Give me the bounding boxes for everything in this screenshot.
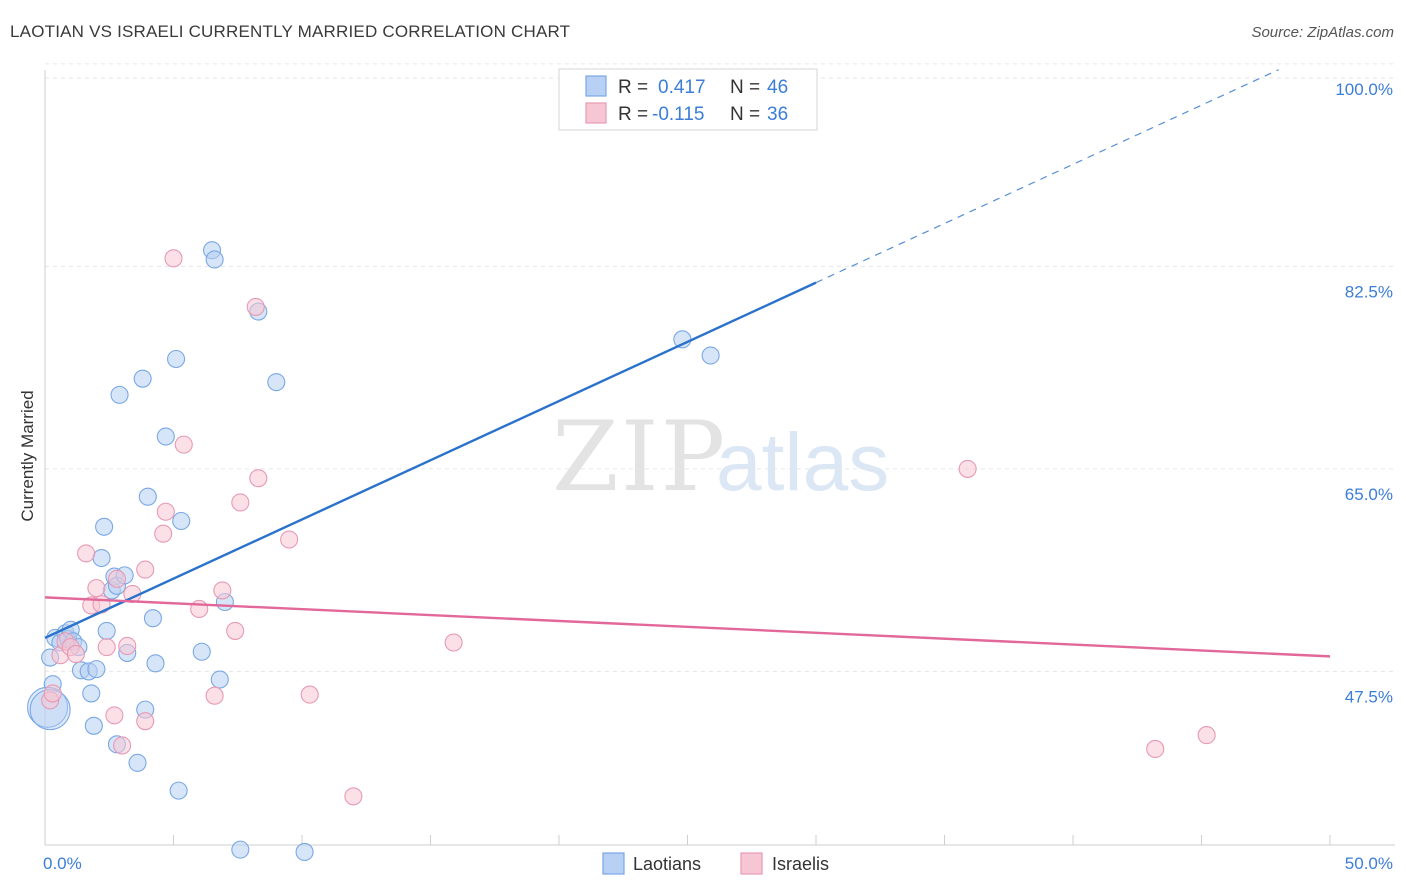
- point-laotians: [128, 753, 147, 772]
- y-axis-title: Currently Married: [18, 390, 37, 521]
- point-israelis: [231, 493, 250, 512]
- y-tick-label: 82.5%: [1345, 282, 1393, 301]
- y-axis-tick-labels: 47.5% 65.0% 82.5% 100.0%: [1335, 80, 1393, 707]
- point-israelis: [174, 435, 193, 454]
- point-israelis: [113, 736, 132, 755]
- stats-r-value-laotians: 0.417: [658, 77, 706, 98]
- point-laotians: [156, 427, 175, 446]
- y-tick-label: 47.5%: [1345, 687, 1393, 706]
- point-israelis: [1146, 739, 1165, 759]
- stats-n-label-israelis: N =: [730, 104, 760, 125]
- point-israelis: [105, 706, 124, 725]
- y-tick-label: 100.0%: [1335, 80, 1393, 99]
- point-laotians: [110, 385, 129, 404]
- stats-n-label-laotians: N =: [730, 77, 760, 98]
- point-israelis: [300, 685, 319, 704]
- trend-line-israelis: [44, 596, 1331, 658]
- trend-line-laotians-extrapolated: [815, 69, 1279, 284]
- point-israelis: [344, 787, 363, 806]
- trend-line-laotians: [44, 281, 817, 639]
- point-laotians: [267, 373, 286, 392]
- point-laotians: [172, 511, 191, 531]
- point-israelis: [958, 459, 977, 478]
- trend-lines: [44, 69, 1331, 658]
- point-israelis: [249, 469, 268, 488]
- point-israelis: [154, 524, 173, 543]
- point-israelis: [43, 684, 62, 703]
- point-israelis: [97, 638, 116, 657]
- stats-r-label-israelis: R =: [618, 104, 648, 125]
- stats-r-label-laotians: R =: [618, 77, 648, 98]
- gridlines: [45, 63, 1395, 672]
- point-israelis: [1197, 726, 1216, 745]
- point-israelis: [246, 297, 265, 316]
- watermark-zip: ZIP: [552, 401, 727, 513]
- point-laotians: [146, 654, 165, 673]
- point-laotians: [169, 781, 188, 800]
- stats-n-value-laotians: 46: [767, 77, 788, 98]
- point-laotians: [192, 642, 211, 661]
- point-israelis: [280, 530, 299, 549]
- point-israelis: [136, 560, 155, 579]
- point-laotians: [133, 369, 152, 388]
- chart-title: LAOTIAN VS ISRAELI CURRENTLY MARRIED COR…: [10, 22, 571, 41]
- data-points: [27, 241, 1216, 861]
- stats-swatch-laotians: [585, 75, 607, 97]
- point-laotians: [701, 346, 720, 365]
- x-axis-ticks: [44, 835, 1331, 845]
- point-israelis: [87, 579, 106, 598]
- x-tick-label-max: 50.0%: [1345, 854, 1393, 873]
- point-israelis: [118, 636, 137, 656]
- point-israelis: [107, 569, 127, 588]
- legend-label-israelis: Israelis: [772, 854, 829, 874]
- watermark: ZIP atlas: [552, 401, 889, 513]
- point-israelis: [66, 645, 85, 664]
- point-laotians: [92, 548, 111, 568]
- point-israelis: [77, 544, 96, 563]
- point-laotians: [87, 660, 106, 679]
- point-israelis: [156, 502, 175, 521]
- y-tick-label: 65.0%: [1345, 485, 1393, 504]
- point-laotians: [143, 609, 162, 628]
- legend-label-laotians: Laotians: [633, 854, 701, 874]
- legend-swatch-laotians: [602, 852, 625, 875]
- point-laotians: [167, 349, 186, 369]
- watermark-atlas: atlas: [716, 417, 889, 508]
- point-laotians: [138, 487, 157, 506]
- stats-n-value-israelis: 36: [767, 104, 788, 125]
- point-laotians: [84, 716, 103, 735]
- point-israelis: [205, 686, 224, 705]
- point-laotians: [97, 621, 116, 640]
- point-israelis: [213, 581, 232, 600]
- stats-r-value-israelis: -0.115: [652, 104, 704, 125]
- point-laotians: [82, 684, 101, 703]
- point-israelis: [226, 621, 245, 640]
- point-laotians: [231, 840, 250, 859]
- source-credit: Source: ZipAtlas.com: [1251, 24, 1394, 41]
- legend-swatch-israelis: [740, 852, 763, 875]
- legend: Laotians Israelis: [602, 852, 829, 875]
- stats-swatch-israelis: [585, 102, 607, 124]
- point-israelis: [164, 249, 183, 268]
- point-laotians: [205, 250, 224, 269]
- point-laotians: [210, 670, 229, 689]
- stats-box: R = 0.417 N = 46 R = -0.115 N = 36: [558, 68, 818, 131]
- point-israelis: [136, 712, 155, 731]
- point-israelis: [444, 633, 463, 652]
- point-laotians: [295, 842, 314, 861]
- point-laotians: [95, 517, 114, 536]
- x-tick-label-min: 0.0%: [43, 854, 82, 873]
